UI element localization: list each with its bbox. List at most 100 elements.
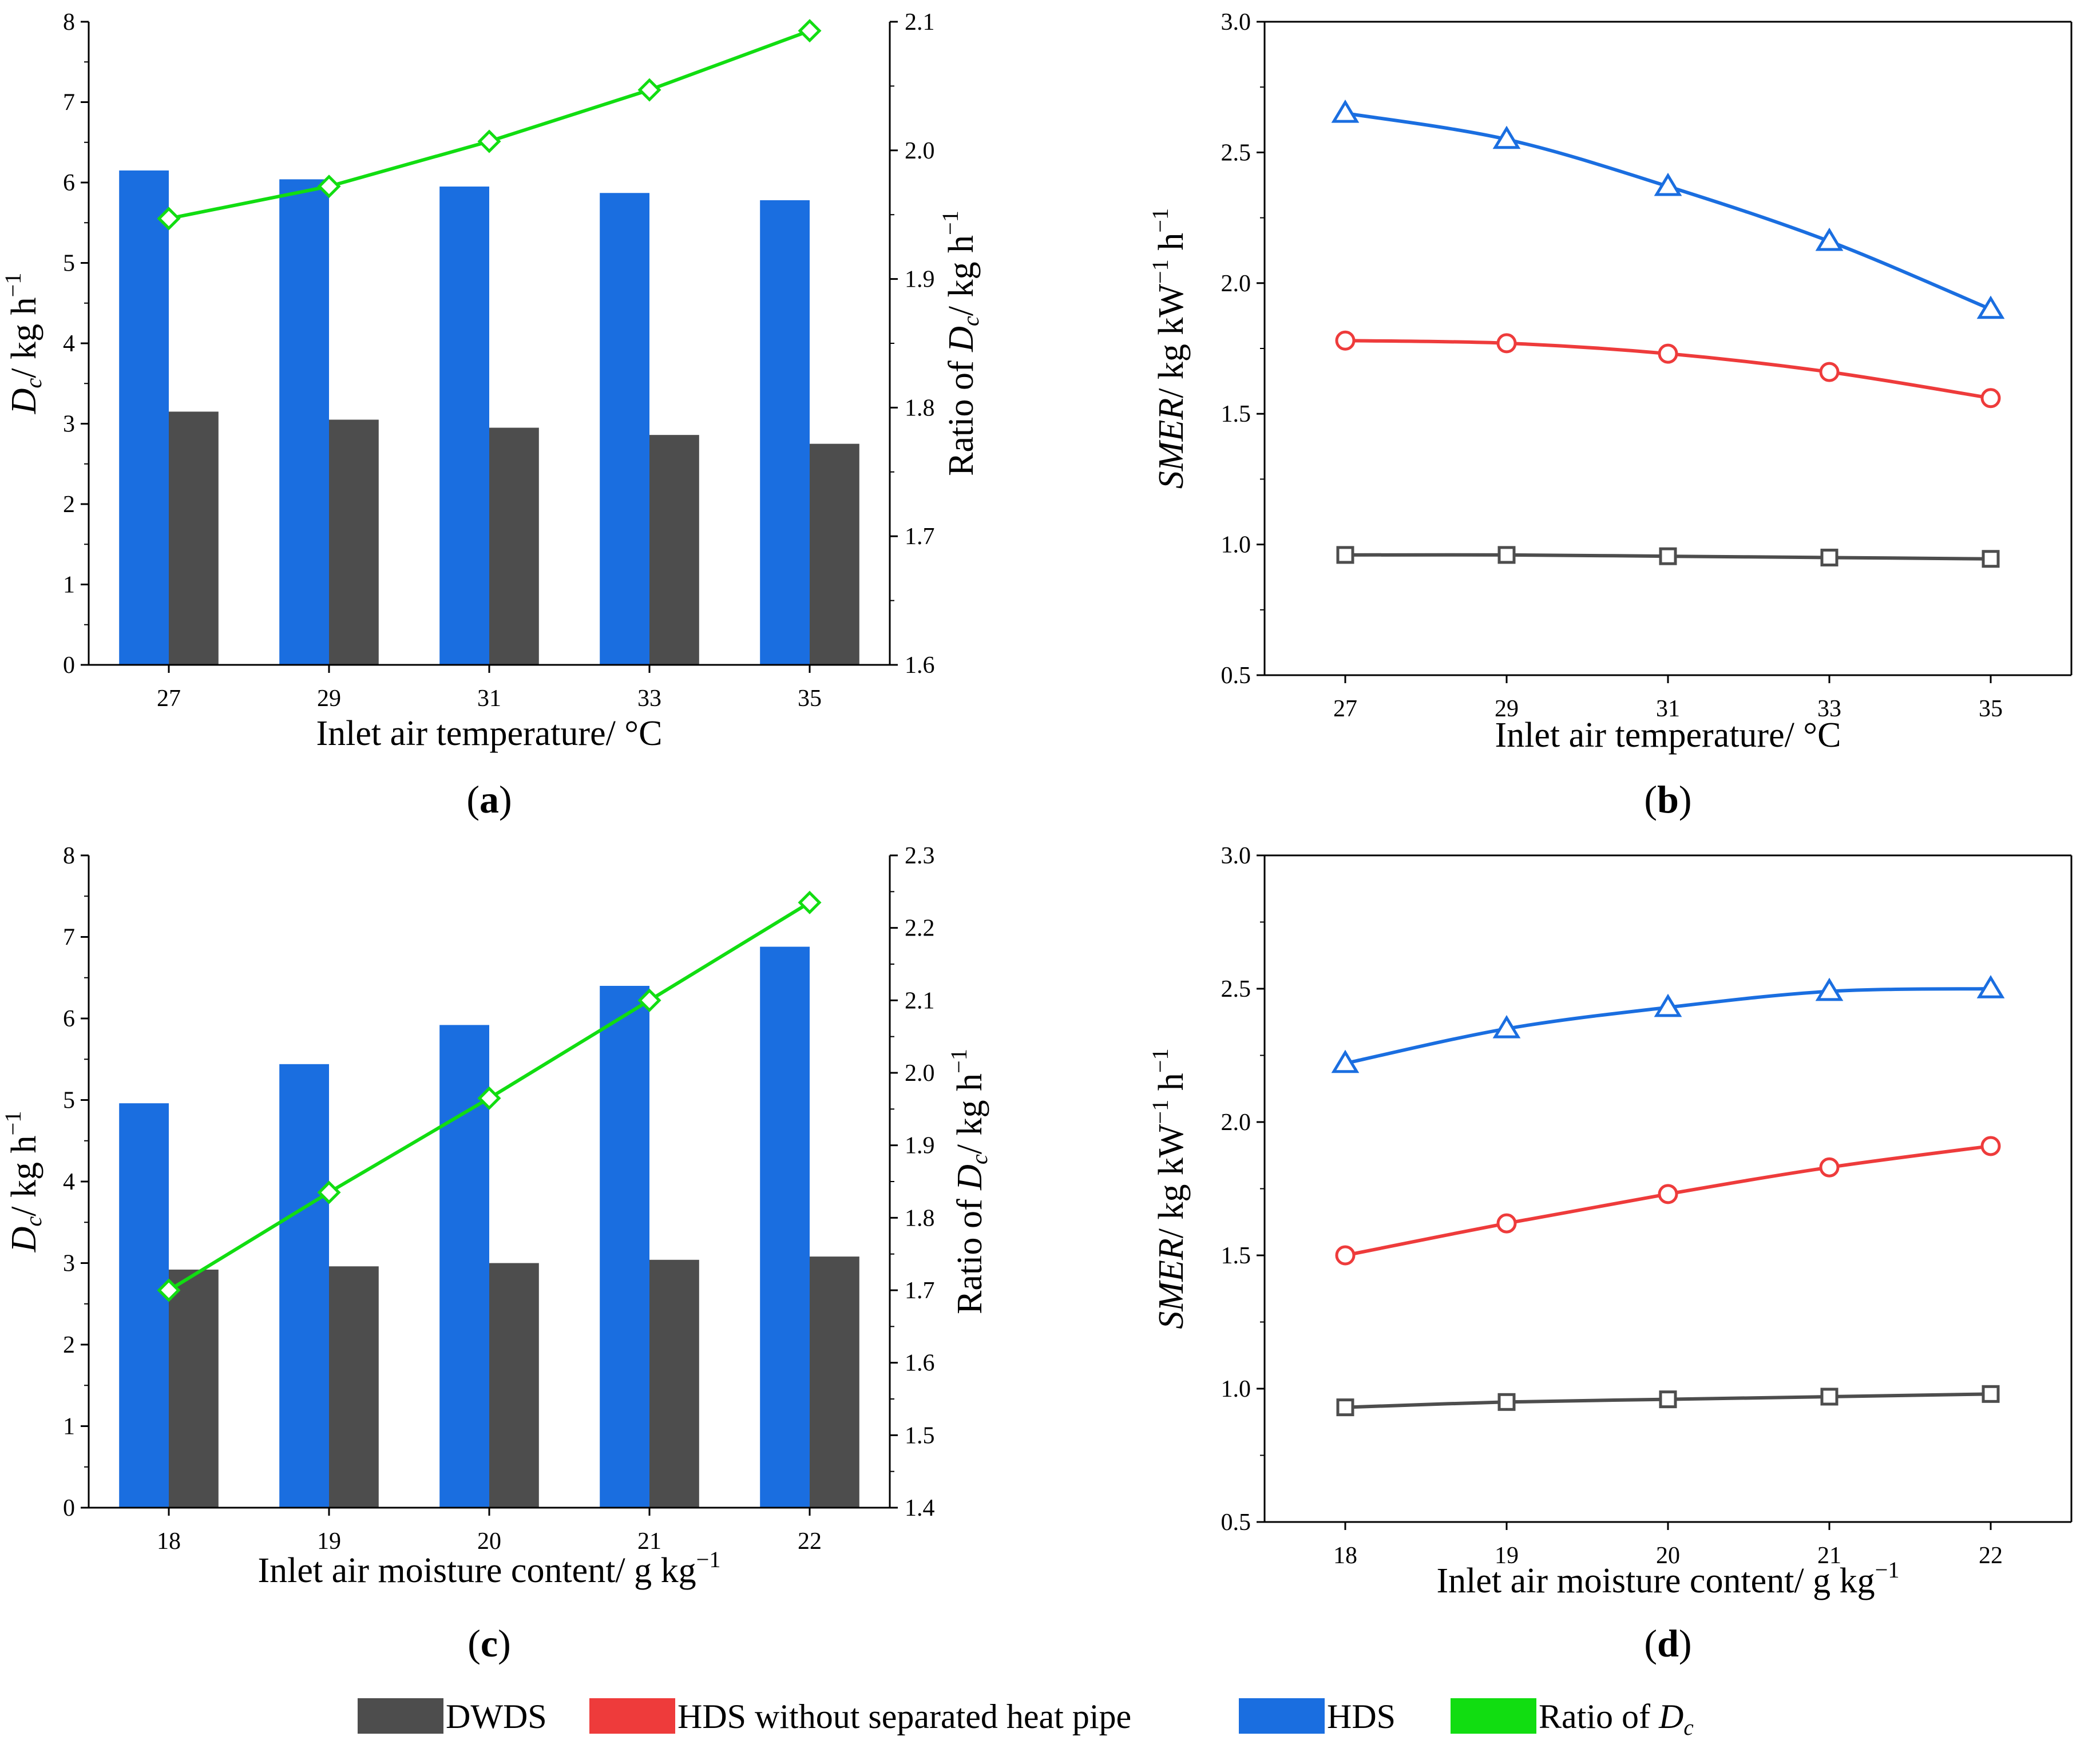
y-tick-label: 2.0: [1221, 271, 1251, 297]
axes-frame-c: 0 1 2 3 4 5 6 7 8 1.4 1.5 1.6 1.7 1.8 1.9 2.0 2.1 2.2 2.3 1…: [63, 843, 935, 1555]
series-ratio-of-dc: [157, 19, 822, 231]
legend-swatch-1: [589, 1698, 675, 1734]
triangle-marker-20: [1654, 993, 1682, 1017]
series-dwds: [1336, 546, 2000, 568]
y-tick-label: 1: [63, 572, 75, 598]
y-tick-label: 1.5: [1221, 401, 1251, 427]
triangle-marker-18: [1331, 1049, 1360, 1073]
x-tick-label: 18: [157, 1528, 181, 1555]
x-tick-label: 29: [1495, 696, 1519, 722]
y-tick-label: 7: [63, 925, 75, 951]
panel-caption-c: (c): [467, 1622, 511, 1665]
bar-hds-35: [760, 200, 810, 665]
x-axis-label-c: Inlet air moisture content/ g kg−1: [257, 1547, 720, 1590]
legend-item-2: HDS: [1239, 1698, 1396, 1735]
x-tick-label: 33: [637, 685, 661, 712]
plot-area-d: [1331, 975, 2005, 1417]
y-axis-label-a: Dc/ kg h−1: [0, 273, 46, 415]
triangle-marker-27: [1331, 100, 1360, 123]
bar-hds-27: [119, 170, 169, 665]
circle-marker-29: [1496, 333, 1517, 354]
triangle-marker-21: [1815, 977, 1844, 1001]
plot-area-b: [1331, 100, 2005, 568]
chart-panel-a: 0 1 2 3 4 5 6 7 8 1.6 1.7 1.8 1.9 2.0 2.1 27 29 31 33 35 Inl…: [0, 9, 984, 821]
series-hds-without-separated-heat-pipe: [1335, 1136, 2001, 1266]
y-tick-label: 2.5: [1221, 140, 1251, 166]
series-hds: [1331, 100, 2005, 319]
legend-item-1: HDS without separated heat pipe: [589, 1698, 1131, 1735]
chart-panel-d: 0.5 1.0 1.5 2.0 2.5 3.0 18 19 20 21 22 Inlet air mo…: [1147, 843, 2073, 1665]
panel-caption-d: (d): [1644, 1622, 1691, 1665]
square-marker-31: [1659, 547, 1677, 565]
y-tick-label: 3: [63, 411, 75, 438]
diamond-marker-22: [798, 890, 822, 914]
y2-tick-label: 1.5: [905, 1422, 935, 1449]
panel-caption-a: (a): [466, 778, 512, 821]
legend-item-0: DWDS: [358, 1698, 547, 1735]
x-tick-label: 33: [1817, 696, 1841, 722]
x-tick-label: 31: [477, 685, 501, 712]
diamond-marker-20: [477, 1086, 501, 1110]
y-tick-label: 6: [63, 1006, 75, 1032]
square-marker-22: [1982, 1385, 2000, 1403]
y-tick-label: 1.0: [1221, 532, 1251, 558]
bar-hds-21: [600, 986, 649, 1508]
circle-marker-18: [1335, 1245, 1356, 1266]
series-hds-without-separated-heat-pipe: [1335, 330, 2001, 409]
axes-frame-d: 0.5 1.0 1.5 2.0 2.5 3.0 18 19 20 21 22: [1221, 843, 2073, 1569]
circle-marker-35: [1980, 388, 2001, 409]
y-axis-label-b: SMER/ kg kW−1 h−1: [1147, 208, 1191, 489]
x-axis-label-a: Inlet air temperature/ °C: [316, 714, 663, 753]
y-tick-label: 3.0: [1221, 843, 1251, 869]
legend-label-2: HDS: [1327, 1698, 1396, 1735]
bar-dwds-22: [810, 1256, 859, 1508]
y-tick-label: 1.5: [1221, 1243, 1251, 1269]
triangle-marker-33: [1815, 227, 1844, 251]
x-tick-label: 22: [798, 1528, 822, 1555]
legend-swatch-3: [1451, 1698, 1536, 1734]
axes-frame-b: 0.5 1.0 1.5 2.0 2.5 3.0 27 29 31 33 35: [1221, 9, 2073, 722]
y-tick-label: 6: [63, 170, 75, 196]
y2-tick-label: 2.1: [905, 9, 935, 35]
square-marker-27: [1336, 546, 1354, 564]
legend-label-3: Ratio of Dc: [1539, 1698, 1694, 1740]
square-marker-18: [1336, 1398, 1354, 1417]
chart-panel-b: 0.5 1.0 1.5 2.0 2.5 3.0 27 29 31 33 35 Inlet air te…: [1147, 9, 2073, 821]
y2-tick-label: 1.4: [905, 1495, 935, 1521]
plot-area-c: [119, 890, 859, 1508]
triangle-marker-22: [1976, 975, 2005, 998]
y-tick-label: 3: [63, 1251, 75, 1277]
square-marker-19: [1497, 1393, 1516, 1411]
bar-dwds-21: [649, 1259, 699, 1508]
diamond-marker-29: [317, 175, 341, 199]
triangle-marker-29: [1492, 125, 1521, 149]
series-dwds: [1336, 1385, 2000, 1417]
y-tick-label: 7: [63, 90, 75, 116]
bar-hds-29: [279, 179, 329, 665]
bar-dwds-27: [169, 411, 219, 665]
circle-marker-21: [1819, 1157, 1840, 1178]
circle-marker-27: [1335, 330, 1356, 351]
square-marker-35: [1982, 550, 2000, 568]
y-tick-label: 0.5: [1221, 663, 1251, 689]
y-tick-label: 3.0: [1221, 9, 1251, 35]
y-tick-label: 1.0: [1221, 1376, 1251, 1402]
triangle-marker-19: [1492, 1015, 1521, 1038]
y-tick-label: 2.0: [1221, 1109, 1251, 1136]
y2-tick-label: 1.8: [905, 395, 935, 421]
square-marker-21: [1820, 1388, 1839, 1406]
x-tick-label: 19: [317, 1528, 341, 1555]
legend-label-1: HDS without separated heat pipe: [677, 1698, 1131, 1735]
circle-marker-22: [1980, 1136, 2001, 1156]
bar-hds-18: [119, 1103, 169, 1508]
bar-dwds-18: [169, 1269, 219, 1508]
circle-marker-33: [1819, 362, 1840, 382]
diamond-marker-21: [637, 988, 661, 1012]
y2-tick-label: 1.6: [905, 652, 935, 679]
x-tick-label: 21: [637, 1528, 661, 1555]
diamond-marker-31: [477, 129, 501, 153]
bar-hds-31: [439, 187, 489, 665]
y-tick-label: 4: [63, 1169, 75, 1195]
x-tick-label: 27: [157, 685, 181, 712]
x-tick-label: 35: [798, 685, 822, 712]
